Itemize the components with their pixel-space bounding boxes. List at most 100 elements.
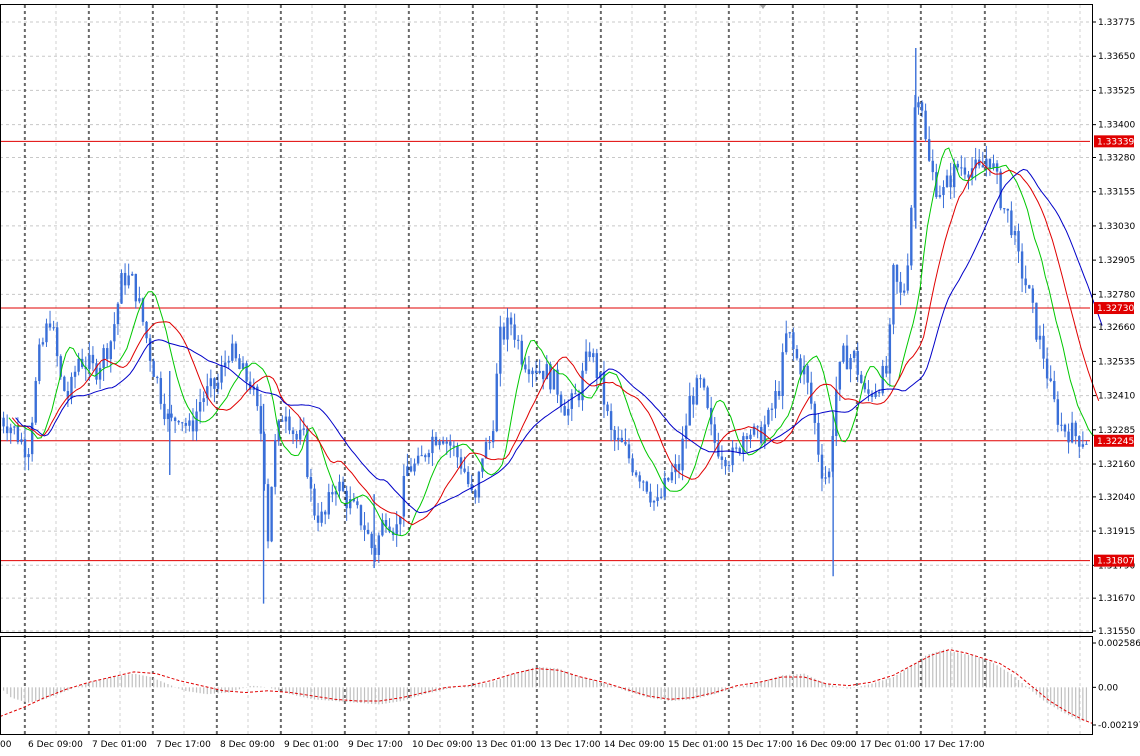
candle-body — [106, 348, 109, 360]
time-tick-label: 13 Dec 01:00 — [476, 740, 537, 750]
candle-body — [349, 499, 352, 509]
candle-body — [145, 321, 148, 339]
candle-body — [73, 371, 77, 377]
candle-body — [631, 458, 634, 473]
candle-body — [159, 378, 163, 404]
candle-body — [320, 511, 323, 523]
candle-body — [173, 417, 177, 421]
candle-body — [481, 458, 484, 472]
candle-body — [206, 386, 209, 399]
candle-body — [881, 365, 884, 394]
candle-body — [395, 524, 398, 535]
candle-body — [1067, 431, 1070, 443]
price-tick-label: 1.33525 — [1098, 86, 1135, 96]
candle-body — [281, 420, 284, 422]
candle-body — [231, 343, 234, 361]
candle-body — [824, 477, 827, 479]
candle-body — [577, 394, 581, 401]
candle-body — [477, 471, 481, 498]
candle-body — [574, 393, 577, 395]
candle-body — [1053, 380, 1056, 400]
candle-body — [749, 434, 752, 440]
candle-body — [431, 436, 434, 454]
candle-body — [131, 273, 134, 276]
candle-body — [291, 430, 295, 434]
candle-body — [302, 428, 305, 430]
candle-body — [1074, 422, 1077, 437]
candle-body — [813, 403, 817, 423]
candle-body — [238, 358, 241, 369]
candle-body — [742, 436, 745, 454]
candle-body — [724, 459, 727, 467]
candle-body — [988, 158, 992, 168]
candle-body — [38, 344, 41, 381]
grid-layer — [0, 5, 1090, 734]
candle-body — [213, 378, 216, 389]
candle-body — [9, 427, 12, 434]
candle-body — [645, 481, 649, 492]
candle-body — [1078, 436, 1081, 447]
candle-body — [1035, 302, 1038, 340]
candle-body — [810, 382, 813, 404]
candle-body — [506, 317, 509, 340]
candle-body — [617, 437, 620, 440]
candle-body — [1056, 399, 1060, 425]
candle-body — [156, 376, 159, 379]
price-tick-label: 1.32905 — [1098, 256, 1135, 266]
candle-body — [774, 390, 777, 409]
candle-body — [581, 370, 584, 401]
level-price-label: 1.32245 — [1097, 437, 1134, 447]
candle-body — [474, 490, 477, 498]
candle-body — [860, 374, 863, 384]
candle-body — [867, 389, 870, 394]
candle-body — [1081, 444, 1085, 447]
candle-body — [88, 354, 91, 370]
candle-body — [284, 416, 288, 422]
candle-body — [259, 406, 263, 434]
candle-body — [945, 175, 949, 188]
candle-body — [713, 424, 716, 443]
candle-body — [659, 496, 663, 498]
time-tick-label: 8 Dec 09:00 — [220, 740, 275, 750]
candle-body — [98, 367, 102, 380]
candle-body — [63, 376, 66, 391]
scroll-shift-marker[interactable] — [760, 5, 766, 9]
candle-body — [938, 195, 942, 197]
time-axis: 00 6 Dec 09:00 7 Dec 01:00 7 Dec 17:00 8 Dec… — [0, 740, 985, 750]
candle-body — [684, 425, 688, 439]
candle-body — [520, 340, 523, 365]
moving-average-line — [11, 160, 1100, 526]
candle-body — [341, 481, 345, 491]
candle-body — [927, 139, 931, 161]
candle-body — [1006, 208, 1010, 211]
candle-body — [298, 429, 302, 440]
candle-body — [491, 431, 495, 443]
candle-body — [1060, 424, 1063, 426]
candle-body — [377, 535, 381, 555]
candle-body — [877, 392, 881, 394]
candle-body — [949, 175, 952, 188]
candle-body — [895, 264, 899, 282]
candle-body — [109, 341, 112, 360]
candle-body — [935, 172, 938, 197]
candle-body — [892, 264, 895, 325]
candle-body — [567, 408, 570, 416]
candle-body — [452, 445, 456, 447]
price-tick-label: 1.32285 — [1098, 426, 1135, 436]
candle-body — [309, 476, 313, 489]
candle-body — [788, 332, 792, 334]
candle-body — [2, 417, 5, 427]
candle-body — [166, 413, 170, 420]
candle-body — [888, 324, 892, 374]
candle-body — [502, 326, 506, 340]
candle-body — [327, 492, 330, 515]
candle-body — [1024, 278, 1027, 286]
candle-body — [677, 464, 681, 471]
candle-body — [34, 380, 37, 423]
candle-body — [1013, 230, 1017, 236]
candle-body — [845, 345, 849, 370]
candle-body — [1049, 378, 1052, 381]
candle-body — [48, 323, 52, 328]
price-tick-label: 1.31915 — [1098, 527, 1135, 537]
